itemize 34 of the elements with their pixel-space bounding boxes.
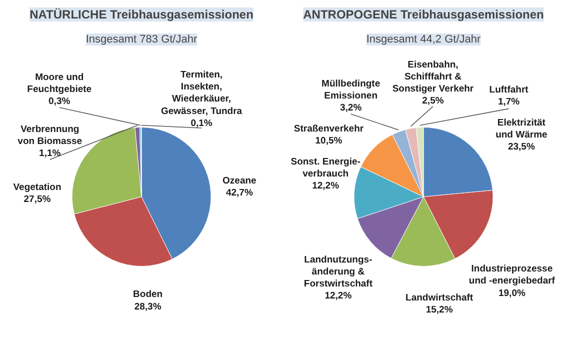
slice-label: Sonst. Energie- verbrauch: [290, 156, 360, 180]
data-label: 12,2%: [324, 290, 352, 302]
slice-label: Landwirtschaft: [406, 292, 474, 304]
data-label: 15,2%: [426, 304, 454, 316]
chart-subtitle: Insgesamt 44,2 Gt/Jahr: [366, 34, 482, 46]
slice-label: Vegetation: [13, 182, 62, 193]
slice-label: Straßenverkehr: [294, 123, 364, 134]
data-label: 0,3%: [48, 96, 71, 108]
slice-label: Müllbedingte Emissionen: [322, 78, 380, 102]
chart-subtitle: Insgesamt 783 Gt/Jahr: [86, 34, 198, 46]
slice-label: Eisenbahn, Schifffahrt & Sonstiger Verkehr: [392, 59, 474, 95]
slice-label: Industrieprozesse und -energiebedarf: [468, 264, 556, 287]
data-label: 28,3%: [134, 301, 162, 312]
slice-label: Boden: [133, 289, 163, 300]
data-label: 19,0%: [498, 288, 526, 299]
data-label: 1,1%: [39, 148, 62, 160]
data-label: 42,7%: [226, 188, 254, 199]
data-label: 27,5%: [24, 194, 52, 206]
slice-label: Termiten, Insekten, Wiederkäuer, Gewässer, Tundra: [160, 70, 243, 117]
slice-label: Moore und Feuchtgebiete: [27, 72, 92, 95]
data-label: 23,5%: [508, 142, 536, 153]
data-label: 0,1%: [190, 118, 213, 129]
data-label: 10,5%: [315, 136, 343, 147]
slice-label: Verbrennung von Biomasse: [18, 124, 82, 147]
chart-title: ANTROPOGENE Treibhausgasemissionen: [303, 8, 544, 22]
data-label: 3,2%: [340, 102, 362, 114]
data-label: 12,2%: [312, 180, 340, 192]
slice-label: Ozeane: [222, 175, 256, 186]
data-label: 2,5%: [422, 96, 444, 107]
data-label: 1,7%: [498, 96, 520, 108]
chart-title: NATÜRLICHE Treibhausgasemissionen: [30, 8, 254, 22]
slice-label: Landnutzungs- änderung & Forstwirtschaft: [304, 254, 374, 290]
slice-label: Elektrizität und Wärme: [496, 117, 548, 140]
slice-label: Luftfahrt: [489, 84, 530, 96]
